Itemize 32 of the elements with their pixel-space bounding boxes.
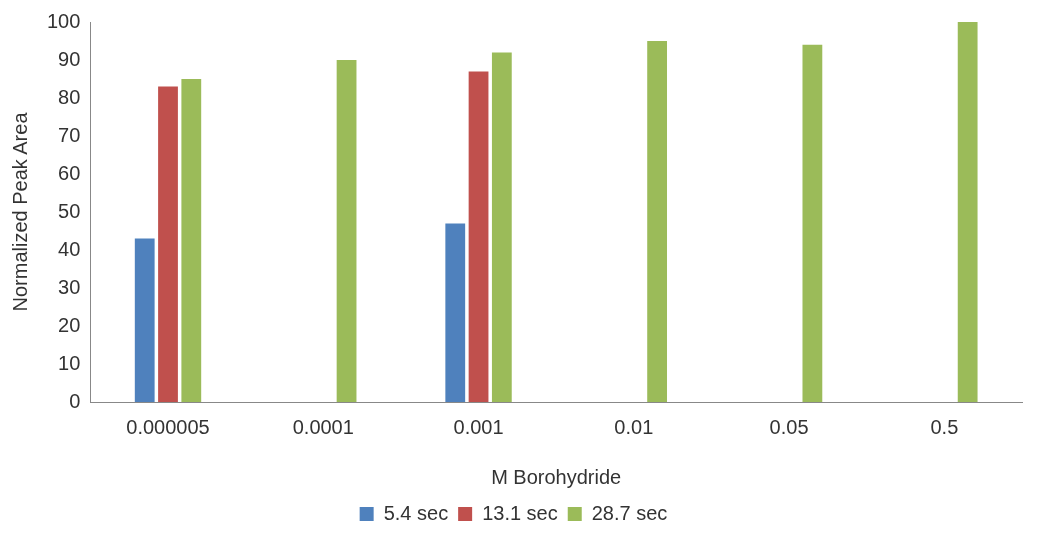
bar: [445, 223, 466, 402]
x-tick-label: 0.000005: [126, 415, 210, 438]
bar: [802, 44, 823, 402]
y-tick-label: 80: [58, 85, 81, 108]
x-tick-label: 0.001: [453, 415, 504, 438]
bar: [647, 41, 668, 402]
legend-label: 28.7 sec: [591, 501, 668, 524]
y-tick-label: 0: [69, 389, 81, 412]
legend-label: 5.4 sec: [383, 501, 449, 524]
bar: [158, 86, 178, 402]
x-tick-label: 0.05: [769, 415, 809, 438]
x-axis-title: M Borohydride: [491, 465, 622, 488]
y-tick-label: 10: [58, 351, 81, 374]
y-tick-label: 50: [58, 199, 81, 222]
y-tick-label: 70: [58, 123, 81, 146]
bar: [134, 238, 155, 402]
y-tick-label: 30: [58, 275, 81, 298]
bar: [181, 79, 202, 402]
legend-label: 13.1 sec: [482, 501, 558, 524]
x-tick-label: 0.0001: [292, 415, 354, 438]
y-tick-label: 100: [46, 9, 81, 32]
x-tick-label: 0.01: [614, 415, 654, 438]
y-axis-title: Normalized Peak Area: [8, 111, 31, 312]
y-tick-label: 40: [58, 237, 81, 260]
bar: [468, 71, 489, 402]
bar: [491, 52, 512, 402]
y-tick-label: 90: [58, 47, 81, 70]
x-tick-label: 0.5: [930, 415, 959, 438]
y-tick-label: 60: [58, 161, 81, 184]
bar: [957, 22, 978, 402]
bar: [336, 60, 357, 402]
y-tick-label: 20: [58, 313, 81, 336]
